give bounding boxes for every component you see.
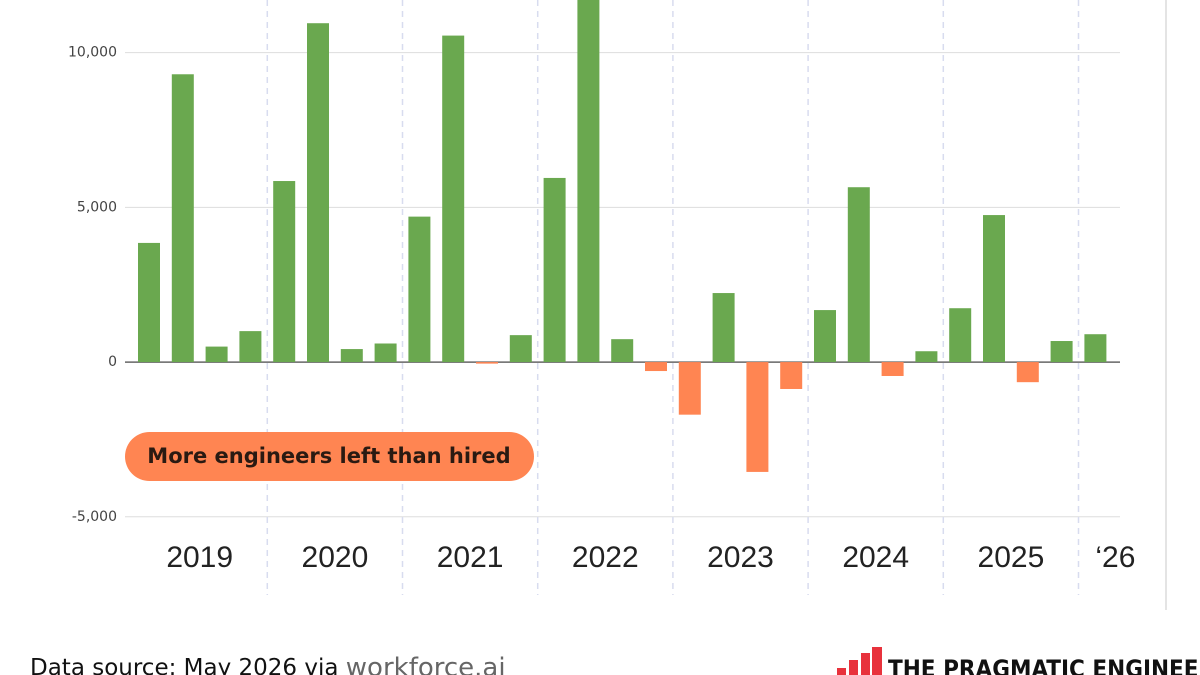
x-group-label: 2022 [572, 541, 639, 574]
source: Data source: May 2026 via workforce.ai [30, 653, 506, 675]
bar [543, 177, 566, 363]
bar [205, 346, 228, 363]
bar [307, 23, 329, 363]
bar [1084, 334, 1107, 363]
bar [949, 308, 972, 363]
x-group-label: 2024 [842, 541, 909, 574]
bar [611, 339, 634, 363]
bar [678, 362, 701, 415]
x-group-label: 2023 [707, 541, 774, 574]
bar [983, 215, 1005, 363]
bar [780, 362, 803, 389]
bar [239, 331, 262, 363]
logo-bar [872, 647, 882, 675]
logo-bar [837, 668, 846, 675]
x-group-label: 2020 [302, 541, 369, 574]
logo-bar [849, 660, 858, 675]
y-tick-label: -5,000 [72, 509, 117, 525]
source-link: workforce.ai [346, 653, 506, 675]
bar [374, 343, 397, 363]
x-group-label: 2025 [978, 541, 1045, 574]
annotation: More engineers left than hired [147, 444, 510, 468]
bar [1016, 362, 1039, 383]
bar [712, 293, 735, 363]
bar [442, 35, 465, 363]
plot: -5,000 0 5,000 10,000 2019 2020 2021 2022 2023 20… [68, 0, 1135, 595]
bar [746, 362, 769, 472]
bar [847, 187, 870, 363]
y-tick-label: 0 [108, 354, 117, 370]
annotation-pill [125, 432, 534, 481]
x-group-label: 2019 [166, 541, 233, 574]
bar [645, 362, 667, 372]
bar [408, 216, 431, 363]
bar [915, 351, 938, 363]
y-tick-label: 10,000 [68, 45, 117, 61]
bar [476, 362, 498, 364]
x-group-label: 2021 [437, 541, 504, 574]
bar [814, 310, 836, 363]
bar [577, 0, 600, 363]
bar [1050, 341, 1073, 363]
bar [138, 242, 160, 363]
bar [340, 349, 363, 363]
y-tick-label: 5,000 [77, 199, 117, 215]
bar [509, 335, 532, 363]
logo-bar [861, 653, 870, 675]
bar [171, 74, 194, 363]
brand: THE PRAGMATIC ENGINEER [888, 655, 1200, 675]
bar [881, 362, 904, 376]
source-text: Data source: May 2026 via [30, 655, 338, 675]
x-group-label: ‘26 [1095, 541, 1135, 574]
bar [273, 181, 296, 363]
